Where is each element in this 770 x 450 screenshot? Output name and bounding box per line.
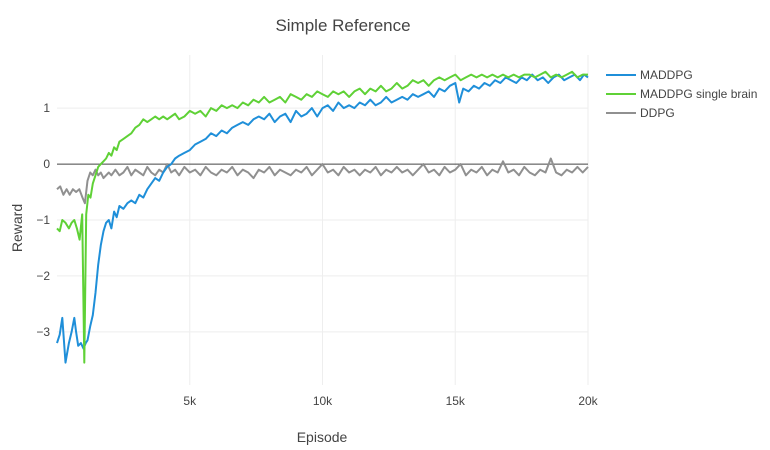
legend-label-maddpg-single-brain: MADDPG single brain: [640, 87, 757, 101]
series-lines: [56, 70, 589, 364]
y-axis-title: Reward: [9, 204, 25, 252]
legend-label-maddpg: MADDPG: [640, 68, 693, 82]
series-line-ddpg: [56, 157, 589, 205]
y-tick-label: −1: [36, 213, 50, 227]
x-axis-title: Episode: [297, 429, 348, 445]
x-axis-ticks: 5k 10k 15k 20k: [183, 394, 598, 408]
y-tick-label: 0: [43, 157, 50, 171]
x-tick-label: 5k: [183, 394, 197, 408]
y-axis-ticks: 1 0 −1 −2 −3: [36, 101, 50, 339]
x-tick-label: 20k: [578, 394, 598, 408]
series-line-maddpg-single-brain: [56, 70, 588, 364]
y-tick-label: −2: [36, 269, 50, 283]
x-tick-label: 15k: [446, 394, 466, 408]
chart-title: Simple Reference: [275, 16, 410, 35]
legend-label-ddpg: DDPG: [640, 106, 675, 120]
y-tick-label: −3: [36, 325, 50, 339]
legend: MADDPG MADDPG single brain DDPG: [606, 68, 757, 120]
series-line-maddpg: [56, 73, 589, 364]
gridlines: [57, 55, 589, 385]
x-tick-label: 10k: [313, 394, 333, 408]
y-tick-label: 1: [43, 101, 50, 115]
